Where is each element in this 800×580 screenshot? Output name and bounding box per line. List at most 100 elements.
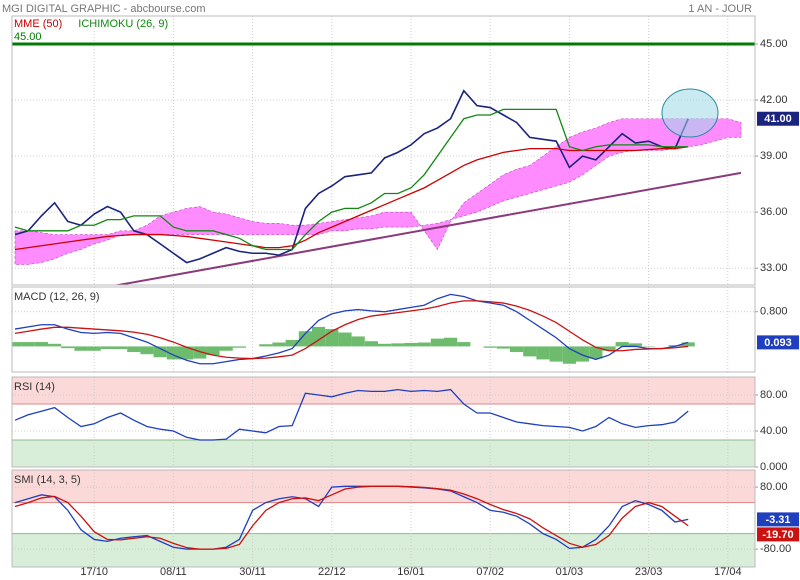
histogram-bar — [457, 342, 471, 347]
histogram-bar — [602, 346, 616, 351]
x-tick-label: 17/04 — [714, 566, 742, 578]
histogram-bar — [549, 346, 563, 362]
histogram-bar — [523, 346, 537, 357]
series-line — [14, 300, 689, 360]
histogram-bar — [615, 342, 629, 347]
x-tick-label: 07/02 — [476, 566, 504, 578]
histogram-bar — [48, 343, 62, 347]
histogram-bar — [206, 346, 220, 356]
x-tick-label: 16/01 — [397, 566, 425, 578]
histogram-bar — [404, 342, 418, 347]
value-label: 41.00 — [764, 113, 792, 125]
series-line — [14, 89, 689, 264]
histogram-bar — [628, 343, 642, 347]
y-tick-label: 36.00 — [760, 206, 788, 218]
series-line — [14, 388, 689, 441]
series-line — [14, 485, 689, 550]
y-tick-label: 39.00 — [760, 150, 788, 162]
legend-entry: MME (50) — [14, 18, 62, 30]
panel-title: SMI (14, 3, 5) — [14, 474, 81, 486]
histogram-bar — [272, 342, 286, 347]
histogram-bar — [364, 341, 378, 347]
y-tick-label: 0.800 — [760, 306, 788, 318]
value-label-box — [757, 527, 799, 542]
panel-title: MACD (12, 26, 9) — [14, 291, 100, 303]
histogram-bar — [391, 343, 405, 347]
x-tick-label: 17/10 — [80, 566, 108, 578]
histogram-bar — [114, 346, 128, 350]
histogram-bar — [74, 346, 88, 351]
panel-frame — [11, 15, 756, 286]
histogram-bar — [180, 346, 194, 360]
panel-title: RSI (14) — [14, 381, 55, 393]
y-tick-label: 40.00 — [760, 425, 788, 437]
histogram-bar — [417, 342, 431, 347]
panel — [12, 377, 755, 467]
panel-frame — [11, 286, 756, 373]
histogram-bar — [140, 346, 154, 355]
histogram-bar — [496, 346, 510, 349]
histogram-bar — [681, 342, 695, 347]
histogram-bar — [378, 343, 392, 347]
series-line — [14, 293, 689, 365]
histogram-bar — [127, 346, 141, 353]
lower-zone — [12, 533, 755, 567]
histogram-bar — [298, 331, 312, 347]
histogram-bar — [285, 339, 299, 347]
value-label: 0.093 — [764, 337, 792, 349]
x-tick-label: 30/11 — [239, 566, 266, 578]
histogram-bar — [536, 346, 550, 360]
series-line — [14, 108, 689, 251]
highlight-circle — [661, 88, 719, 138]
histogram-bar — [338, 332, 352, 347]
histogram-bar — [34, 342, 48, 347]
y-tick-label: 0.000 — [760, 461, 788, 473]
panel — [12, 287, 755, 372]
x-tick-label: 08/11 — [160, 566, 187, 578]
panel — [12, 16, 755, 285]
lower-zone — [12, 440, 755, 467]
histogram-bar — [153, 346, 167, 358]
histogram-bar — [232, 346, 246, 348]
histogram-bar — [430, 338, 444, 347]
histogram-bar — [100, 346, 114, 350]
value-label-box — [757, 111, 799, 126]
value-label: -3.31 — [765, 514, 790, 526]
y-tick-label: 45.00 — [760, 38, 788, 50]
ichimoku-cloud — [14, 118, 742, 265]
y-tick-label: 42.00 — [760, 94, 788, 106]
period: 1 AN - JOUR — [688, 3, 752, 15]
histogram-bar — [576, 346, 590, 362]
series-line — [14, 146, 689, 251]
histogram-bar — [510, 346, 524, 353]
histogram-bar — [87, 346, 101, 351]
value-label-box — [757, 512, 799, 527]
histogram-bar — [12, 342, 22, 347]
panel-frame — [11, 469, 756, 568]
histogram-bar — [444, 337, 458, 347]
chart-title: MGI DIGITAL GRAPHIC - abcbourse.com — [2, 3, 206, 15]
x-tick-label: 22/12 — [318, 566, 346, 578]
x-tick-label: 23/03 — [635, 566, 663, 578]
histogram-bar — [259, 344, 273, 347]
value-label-box — [757, 335, 799, 350]
y-tick-label: -80.00 — [760, 543, 791, 555]
histogram-bar — [219, 346, 233, 351]
histogram-bar — [589, 346, 603, 359]
panel — [12, 470, 755, 567]
legend-entry: ICHIMOKU (26, 9) — [78, 18, 168, 30]
level-label: 45.00 — [14, 31, 42, 43]
series-line — [14, 485, 689, 550]
histogram-bar — [193, 346, 207, 359]
histogram-bar — [61, 346, 75, 349]
histogram-bar — [483, 346, 497, 348]
upper-zone — [12, 377, 755, 404]
value-label: -19.70 — [762, 529, 793, 541]
histogram-bar — [21, 342, 35, 347]
y-tick-label: 33.00 — [760, 262, 788, 274]
x-tick-label: 01/03 — [556, 566, 584, 578]
trend-line — [113, 171, 742, 285]
panel-frame — [11, 376, 756, 468]
